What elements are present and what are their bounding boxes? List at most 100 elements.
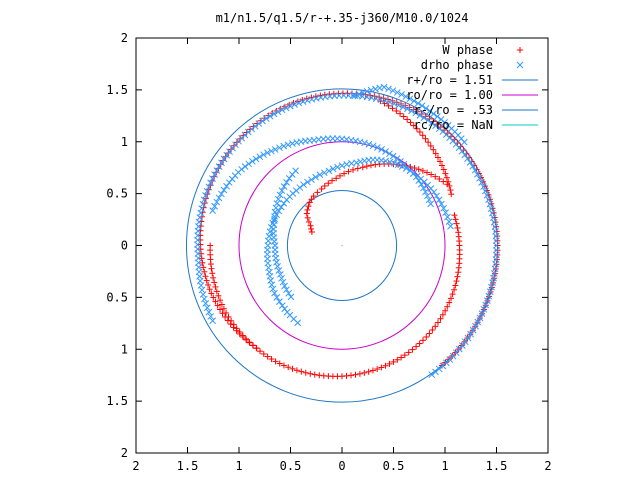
w-phase-point (354, 165, 361, 172)
drho-phase-point (209, 317, 217, 325)
w-phase-point (218, 301, 225, 308)
drho-phase-point (283, 286, 290, 294)
drho-phase-point (418, 102, 426, 110)
w-phase-point (427, 142, 434, 149)
drho-phase-point (338, 162, 346, 169)
w-phase-point (239, 332, 246, 339)
w-phase-point (352, 371, 359, 378)
drho-phase-point (428, 119, 436, 127)
w-phase-point (314, 189, 321, 196)
drho-phase-point (480, 183, 487, 191)
drho-phase-point (390, 100, 398, 108)
w-phase-point (440, 166, 447, 173)
w-phase-point (306, 199, 313, 206)
x-tick-label: 0 (338, 459, 345, 473)
drho-phase-point (211, 171, 218, 178)
w-phase-point (209, 270, 216, 277)
w-phase-point (212, 283, 219, 290)
w-phase-point (214, 302, 221, 309)
drho-phase-point (283, 179, 290, 186)
drho-phase-point (458, 342, 466, 349)
drho-phase-point (486, 200, 494, 208)
w-phase-point (432, 173, 439, 180)
drho-phase-point (382, 148, 389, 155)
drho-phase-point (266, 272, 274, 280)
w-phase-point (321, 182, 328, 189)
w-phase-point (305, 203, 312, 210)
drho-phase-point (278, 302, 286, 310)
drho-phase-point (268, 281, 276, 289)
drho-phase-point (369, 142, 377, 150)
drho-phase-point (220, 155, 228, 163)
reference-circle (238, 141, 446, 350)
drho-phase-point (316, 171, 324, 179)
drho-phase-point (280, 200, 288, 207)
legend-label: rc/ro = NaN (414, 118, 493, 132)
drho-phase-point (422, 188, 429, 196)
drho-phase-point (487, 205, 495, 212)
drho-phase-point (205, 308, 213, 316)
drho-phase-point (408, 107, 415, 115)
drho-phase-point (420, 114, 428, 122)
drho-phase-point (260, 151, 267, 159)
drho-phase-point (199, 200, 207, 208)
drho-phase-point (213, 198, 221, 206)
drho-phase-point (385, 85, 392, 93)
drho-phase-point (414, 172, 421, 180)
drho-phase-point (325, 167, 333, 175)
drho-phase-point (416, 111, 424, 119)
w-phase-point (416, 128, 423, 135)
y-tick-label: 2 (121, 446, 128, 460)
drho-phase-point (277, 271, 284, 278)
drho-phase-point (432, 122, 439, 130)
drho-phase-point (277, 203, 285, 211)
drho-phase-point (425, 196, 433, 204)
drho-phase-point (478, 310, 486, 317)
drho-phase-point (367, 86, 375, 94)
w-phase-point (378, 364, 385, 371)
drho-phase-point (398, 91, 405, 98)
w-phase-point (230, 321, 237, 328)
drho-phase-point (275, 207, 283, 215)
w-phase-point (246, 339, 253, 346)
drho-phase-point (476, 314, 484, 322)
w-phase-point (447, 295, 454, 302)
drho-phase-point (267, 224, 275, 231)
drho-phase-point (286, 102, 294, 110)
drho-phase-point (299, 98, 307, 106)
w-phase-point (200, 264, 207, 271)
drho-phase-point (218, 159, 225, 167)
w-phase-point (423, 333, 430, 340)
drho-phase-point (389, 152, 397, 160)
w-phase-point (439, 311, 446, 318)
drho-phase-point (365, 140, 373, 148)
w-phase-point (384, 96, 391, 103)
data-points (194, 83, 501, 380)
w-phase-point (280, 362, 287, 369)
drho-phase-point (420, 184, 427, 192)
drho-phase-point (276, 144, 283, 152)
w-phase-point (198, 255, 205, 262)
drho-phase-point (386, 150, 393, 158)
drho-phase-point (220, 186, 228, 194)
drho-phase-point (267, 147, 275, 155)
w-phase-point (207, 242, 214, 249)
y-tick-label: 0 (121, 239, 128, 253)
w-phase-point (426, 330, 433, 337)
drho-phase-point (428, 371, 436, 379)
w-phase-point (402, 102, 409, 109)
drho-phase-point (274, 263, 281, 270)
w-phase-point (422, 135, 429, 142)
drho-phase-point (225, 179, 233, 186)
w-phase-point (444, 303, 451, 310)
drho-phase-point (270, 238, 278, 245)
drho-phase-point (374, 144, 381, 151)
w-phase-point (448, 191, 455, 198)
drho-phase-point (474, 170, 481, 178)
drho-phase-point (278, 106, 286, 114)
drho-phase-point (469, 326, 477, 334)
drho-phase-point (272, 254, 280, 262)
w-phase-point (439, 162, 446, 169)
drho-phase-point (467, 330, 474, 338)
